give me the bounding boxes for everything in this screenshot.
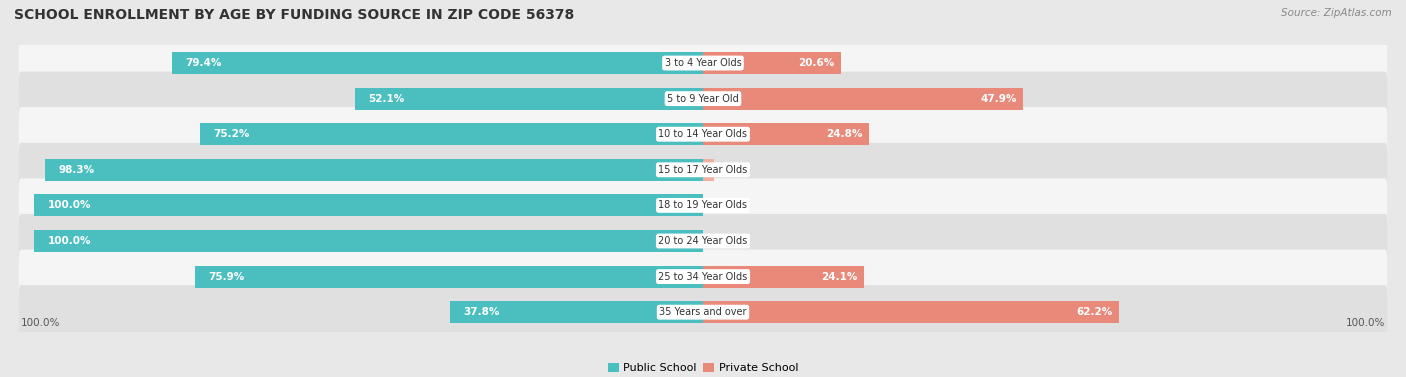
Bar [354, 87, 703, 110]
FancyBboxPatch shape [18, 285, 1388, 339]
Text: 52.1%: 52.1% [368, 93, 404, 104]
Bar [172, 52, 703, 74]
Text: 24.8%: 24.8% [825, 129, 862, 139]
Text: 25 to 34 Year Olds: 25 to 34 Year Olds [658, 271, 748, 282]
FancyBboxPatch shape [18, 36, 1388, 90]
Text: 100.0%: 100.0% [1346, 318, 1385, 328]
Bar [703, 87, 1024, 110]
Text: 5 to 9 Year Old: 5 to 9 Year Old [666, 93, 740, 104]
Text: 15 to 17 Year Olds: 15 to 17 Year Olds [658, 165, 748, 175]
Text: 37.8%: 37.8% [464, 307, 501, 317]
Bar [703, 123, 869, 145]
FancyBboxPatch shape [18, 250, 1388, 303]
Bar [195, 265, 703, 288]
Text: 75.9%: 75.9% [208, 271, 245, 282]
Bar [45, 159, 703, 181]
Text: SCHOOL ENROLLMENT BY AGE BY FUNDING SOURCE IN ZIP CODE 56378: SCHOOL ENROLLMENT BY AGE BY FUNDING SOUR… [14, 8, 574, 21]
Text: 35 Years and over: 35 Years and over [659, 307, 747, 317]
FancyBboxPatch shape [18, 214, 1388, 268]
FancyBboxPatch shape [18, 178, 1388, 233]
Text: 10 to 14 Year Olds: 10 to 14 Year Olds [658, 129, 748, 139]
Bar [703, 52, 841, 74]
Text: 0.0%: 0.0% [710, 201, 735, 210]
Text: 20 to 24 Year Olds: 20 to 24 Year Olds [658, 236, 748, 246]
Text: 98.3%: 98.3% [59, 165, 96, 175]
Text: 20.6%: 20.6% [797, 58, 834, 68]
Text: 100.0%: 100.0% [48, 236, 91, 246]
FancyBboxPatch shape [18, 107, 1388, 161]
Bar [34, 195, 703, 216]
Bar [703, 301, 1119, 323]
Text: 75.2%: 75.2% [214, 129, 250, 139]
Text: 62.2%: 62.2% [1076, 307, 1112, 317]
Text: 100.0%: 100.0% [21, 318, 60, 328]
Text: 0.0%: 0.0% [710, 236, 735, 246]
Text: 18 to 19 Year Olds: 18 to 19 Year Olds [658, 201, 748, 210]
Bar [450, 301, 703, 323]
Text: 79.4%: 79.4% [186, 58, 222, 68]
Legend: Public School, Private School: Public School, Private School [603, 359, 803, 377]
FancyBboxPatch shape [18, 143, 1388, 197]
Text: Source: ZipAtlas.com: Source: ZipAtlas.com [1281, 8, 1392, 18]
Bar [200, 123, 703, 145]
FancyBboxPatch shape [18, 72, 1388, 126]
Text: 47.9%: 47.9% [980, 93, 1017, 104]
Text: 3 to 4 Year Olds: 3 to 4 Year Olds [665, 58, 741, 68]
Bar [34, 230, 703, 252]
Bar [703, 265, 865, 288]
Text: 100.0%: 100.0% [48, 201, 91, 210]
Bar [703, 159, 714, 181]
Text: 24.1%: 24.1% [821, 271, 858, 282]
Text: 1.7%: 1.7% [721, 165, 748, 175]
